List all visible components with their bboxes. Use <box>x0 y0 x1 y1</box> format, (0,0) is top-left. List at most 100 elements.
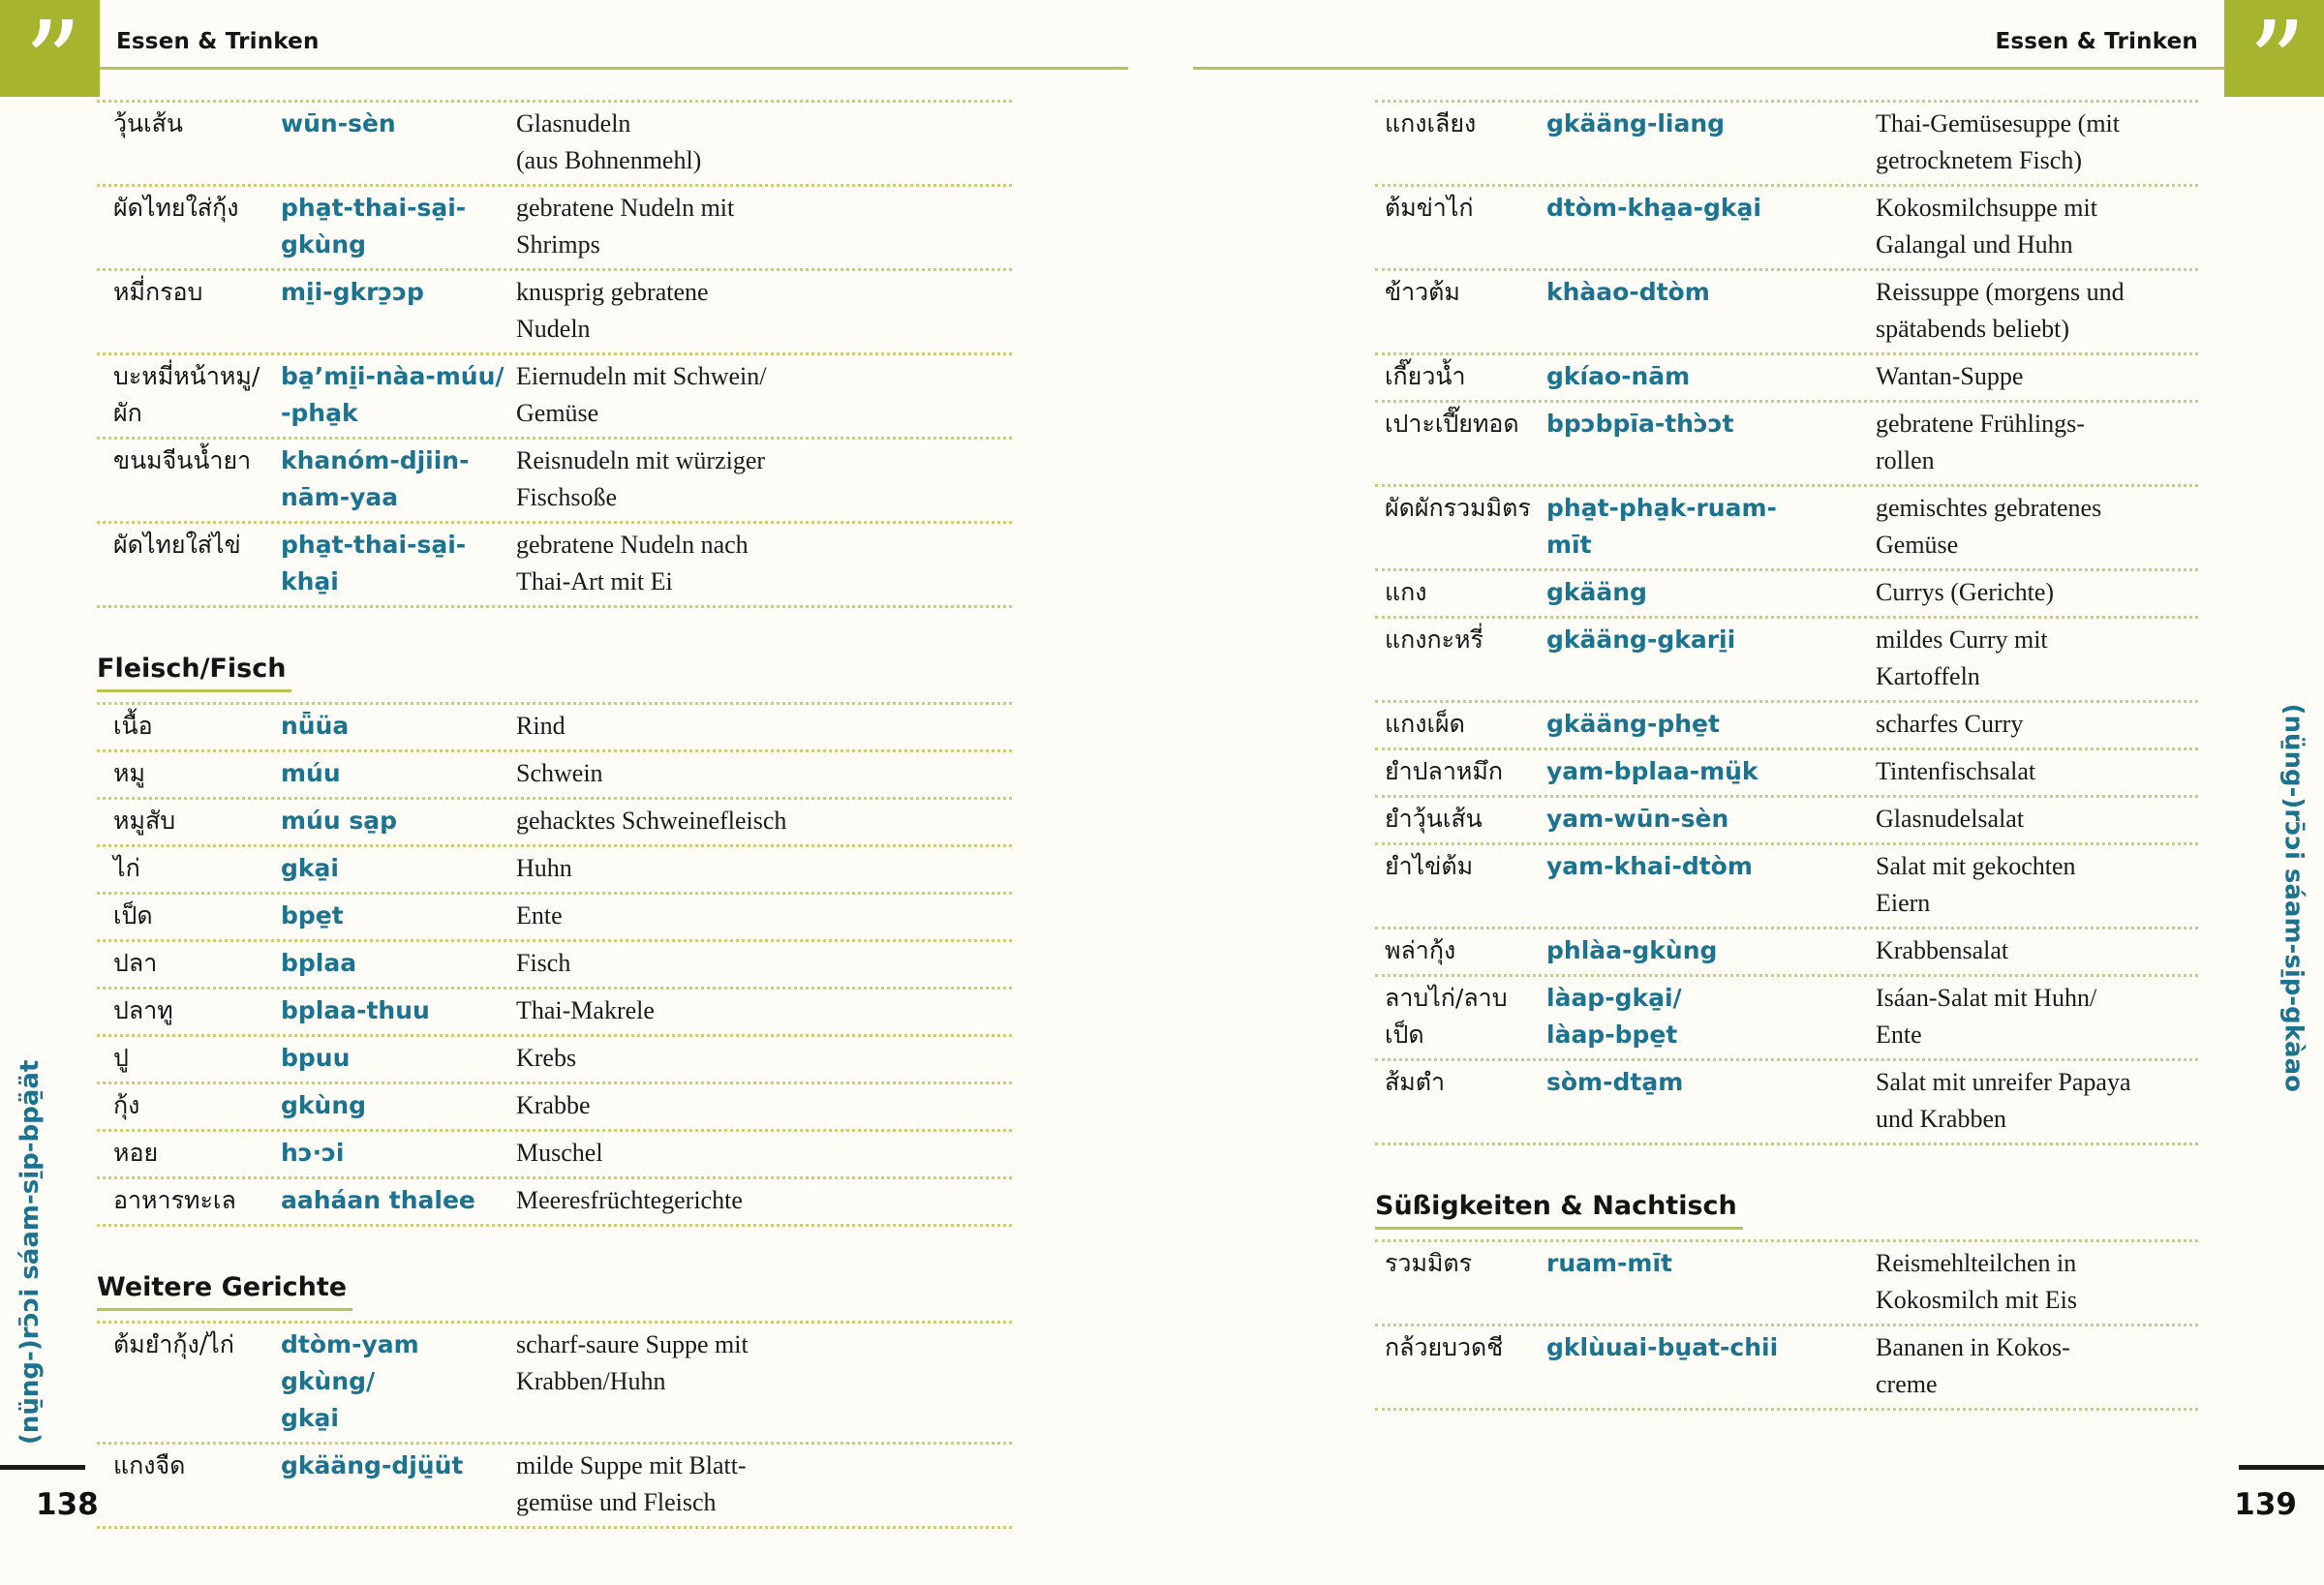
thai-script-cell: พล่ากุ้ง <box>1385 936 1456 964</box>
phrase-row: หมู múu Schwein <box>97 749 1012 797</box>
phrase-row: หมี่กรอบ mi̱i-gkrɔ̱ɔp knusprig gebratene… <box>97 268 1012 352</box>
german-translation-cell: Ente <box>516 901 563 930</box>
german-translation-cell: Krabbe <box>516 1091 591 1119</box>
page-139: ” Essen & Trinken แกงเลียง gkääng-liang … <box>1162 0 2324 1585</box>
thai-script-cell: เกี๊ยวน้ำ <box>1385 362 1466 390</box>
page-138: ” Essen & Trinken วุ้นเส้น wūn-sèn Glasn… <box>0 0 1128 1529</box>
phonetic-page-number-sidebar: (nü̱ng-)rɔ̄ɔi sáam-si̱p-bpä̱ät <box>15 1059 45 1445</box>
quote-box: ” <box>2224 0 2324 97</box>
thai-script-cell: เนื้อ <box>113 712 153 740</box>
phrase-table: ต้มยำกุ้ง/ไก่ dtòm-yam gkùng/ gka̱i scha… <box>97 1321 1012 1529</box>
thai-script-cell: ยำปลาหมึก <box>1385 757 1504 785</box>
transliteration-cell: bpɔbpīa-thɔ̀ɔt <box>1546 410 1734 438</box>
transliteration-cell: ba̱’mi̱i-nàa-múu/ -pha̱k <box>281 362 505 427</box>
german-translation-cell: Glasnudelsalat <box>1876 805 2025 833</box>
phrase-row: เนื้อ nǖüa Rind <box>97 702 1012 749</box>
transliteration-cell: aaháan thalee <box>281 1186 475 1214</box>
transliteration-cell: dtòm-kha̱a-gka̱i <box>1546 194 1761 222</box>
german-translation-cell: Salat mit gekochten Eiern <box>1876 852 2076 917</box>
german-translation-cell: Rind <box>516 712 566 740</box>
phrase-row: ต้มข่าไก่ dtòm-kha̱a-gka̱i Kokosmilchsup… <box>1375 184 2198 268</box>
transliteration-cell: mi̱i-gkrɔ̱ɔp <box>281 278 424 306</box>
transliteration-cell: gkääng <box>1546 578 1647 606</box>
page-number: 139 <box>2234 1487 2297 1522</box>
german-translation-cell: gebratene Nudeln mit Shrimps <box>516 194 735 259</box>
transliteration-cell: phlàa-gkùng <box>1546 936 1718 964</box>
thai-script-cell: เปาะเปี๊ยทอด <box>1385 410 1519 438</box>
phrase-row: แกงเผ็ด gkääng-phe̱t scharfes Curry <box>1375 700 2198 747</box>
german-translation-cell: gehacktes Schweinefleisch <box>516 807 787 835</box>
phrase-row: หมูสับ múu sa̱p gehacktes Schweinefleisc… <box>97 797 1012 844</box>
transliteration-cell: dtòm-yam gkùng/ gka̱i <box>281 1330 419 1432</box>
transliteration-cell: khanóm-djiin- nām-yaa <box>281 446 470 511</box>
german-translation-cell: Reisnudeln mit würziger Fischsoße <box>516 446 766 511</box>
thai-script-cell: แกง <box>1385 578 1427 606</box>
transliteration-cell: khàao-dtòm <box>1546 278 1710 306</box>
phrase-row: ขนมจีนน้ำยา khanóm-djiin- nām-yaa Reisnu… <box>97 437 1012 521</box>
german-translation-cell: Glasnudeln (aus Bohnenmehl) <box>516 109 702 174</box>
thai-script-cell: ผัดไทยใส่ไข่ <box>113 531 241 559</box>
transliteration-cell: gka̱i <box>281 854 339 882</box>
phrase-row: ลาบไก่/ลาบเป็ด làap-gka̱i/ làap-bpe̱t Is… <box>1375 974 2198 1058</box>
german-translation-cell: Schwein <box>516 759 603 787</box>
german-translation-cell: scharf-saure Suppe mit Krabben/Huhn <box>516 1330 749 1395</box>
phrase-row: พล่ากุ้ง phlàa-gkùng Krabbensalat <box>1375 927 2198 974</box>
page-number: 138 <box>36 1487 99 1522</box>
transliteration-cell: ruam-mīt <box>1546 1249 1672 1277</box>
german-translation-cell: Thai-Makrele <box>516 996 655 1024</box>
transliteration-cell: sòm-dta̱m <box>1546 1068 1684 1096</box>
section-heading-weitere-gerichte: Weitere Gerichte <box>97 1273 1012 1311</box>
phrase-row: ยำวุ้นเส้น yam-wūn-sèn Glasnudelsalat <box>1375 795 2198 842</box>
german-translation-cell: Wantan-Suppe <box>1876 362 2024 390</box>
phrase-table: วุ้นเส้น wūn-sèn Glasnudeln (aus Bohnenm… <box>97 100 1012 608</box>
transliteration-cell: gkíao-nām <box>1546 362 1691 390</box>
thai-script-cell: ส้มตำ <box>1385 1068 1446 1096</box>
thai-script-cell: หมี่กรอบ <box>113 278 203 306</box>
transliteration-cell: gkääng-gkari̱i <box>1546 625 1736 654</box>
transliteration-cell: làap-gka̱i/ làap-bpe̱t <box>1546 984 1682 1049</box>
german-translation-cell: Muschel <box>516 1139 603 1167</box>
transliteration-cell: hɔ·ɔi <box>281 1139 345 1167</box>
phrase-row: ผัดไทยใส่กุ้ง pha̱t-thai-sa̱i- gkùng geb… <box>97 184 1012 268</box>
phrase-row: ปลา bplaa Fisch <box>97 939 1012 987</box>
german-translation-cell: Thai-Gemüsesuppe (mit getrocknetem Fisch… <box>1876 109 2120 174</box>
thai-script-cell: รวมมิตร <box>1385 1249 1473 1277</box>
thai-script-cell: วุ้นเส้น <box>113 109 184 137</box>
thai-script-cell: อาหารทะเล <box>113 1186 236 1214</box>
german-translation-cell: Reissuppe (morgens und spätabends belieb… <box>1876 278 2125 343</box>
thai-script-cell: ปลา <box>113 949 158 977</box>
thai-script-cell: ข้าวต้ม <box>1385 278 1460 306</box>
thai-script-cell: หอย <box>113 1139 159 1167</box>
german-translation-cell: gemischtes gebratenes Gemüse <box>1876 494 2102 559</box>
phrase-row: ยำไข่ต้ม yam-khai-dtòm Salat mit gekocht… <box>1375 842 2198 927</box>
phrase-row: หอย hɔ·ɔi Muschel <box>97 1129 1012 1176</box>
phrase-row: ผัดไทยใส่ไข่ pha̱t-thai-sa̱i- kha̱i gebr… <box>97 521 1012 605</box>
phrase-row: รวมมิตร ruam-mīt Reismehlteilchen in Kok… <box>1375 1239 2198 1324</box>
transliteration-cell: gkùng <box>281 1091 367 1119</box>
phrase-row: กุ้ง gkùng Krabbe <box>97 1082 1012 1129</box>
phrase-row: ไก่ gka̱i Huhn <box>97 844 1012 892</box>
thai-script-cell: เป็ด <box>113 901 153 930</box>
german-translation-cell: Krabbensalat <box>1876 936 2009 964</box>
transliteration-cell: múu <box>281 759 341 787</box>
phrase-row: ผัดผักรวมมิตร pha̱t-pha̱k-ruam- mīt gemi… <box>1375 484 2198 568</box>
phrase-row: ปลาทู bplaa-thuu Thai-Makrele <box>97 987 1012 1034</box>
page-header-title: Essen & Trinken <box>1995 29 2198 54</box>
thai-script-cell: ปู <box>113 1044 129 1072</box>
german-translation-cell: Isáan-Salat mit Huhn/ Ente <box>1876 984 2097 1049</box>
phrase-row: ข้าวต้ม khàao-dtòm Reissuppe (morgens un… <box>1375 268 2198 352</box>
phrase-row: เป็ด bpe̱t Ente <box>97 892 1012 939</box>
transliteration-cell: wūn-sèn <box>281 109 396 137</box>
phrase-table: รวมมิตร ruam-mīt Reismehlteilchen in Kok… <box>1375 1239 2198 1411</box>
german-translation-cell: mildes Curry mit Kartoffeln <box>1876 625 2048 690</box>
german-translation-cell: Salat mit unreifer Papaya und Krabben <box>1876 1068 2131 1133</box>
phonetic-page-number-sidebar: (nü̱ng-)rɔ̄ɔi sáam-si̱p-gkàao <box>2278 703 2308 1092</box>
german-translation-cell: Bananen in Kokos- creme <box>1876 1333 2070 1398</box>
thai-script-cell: หมูสับ <box>113 807 176 835</box>
thai-script-cell: ต้มยำกุ้ง/ไก่ <box>113 1330 234 1358</box>
phrase-row: ต้มยำกุ้ง/ไก่ dtòm-yam gkùng/ gka̱i scha… <box>97 1321 1012 1442</box>
thai-script-cell: กล้วยบวดชี <box>1385 1333 1504 1361</box>
transliteration-cell: gklùuai-bu̱at-chii <box>1546 1333 1779 1361</box>
header-rule <box>100 67 1128 70</box>
quote-icon: ” <box>23 0 81 97</box>
